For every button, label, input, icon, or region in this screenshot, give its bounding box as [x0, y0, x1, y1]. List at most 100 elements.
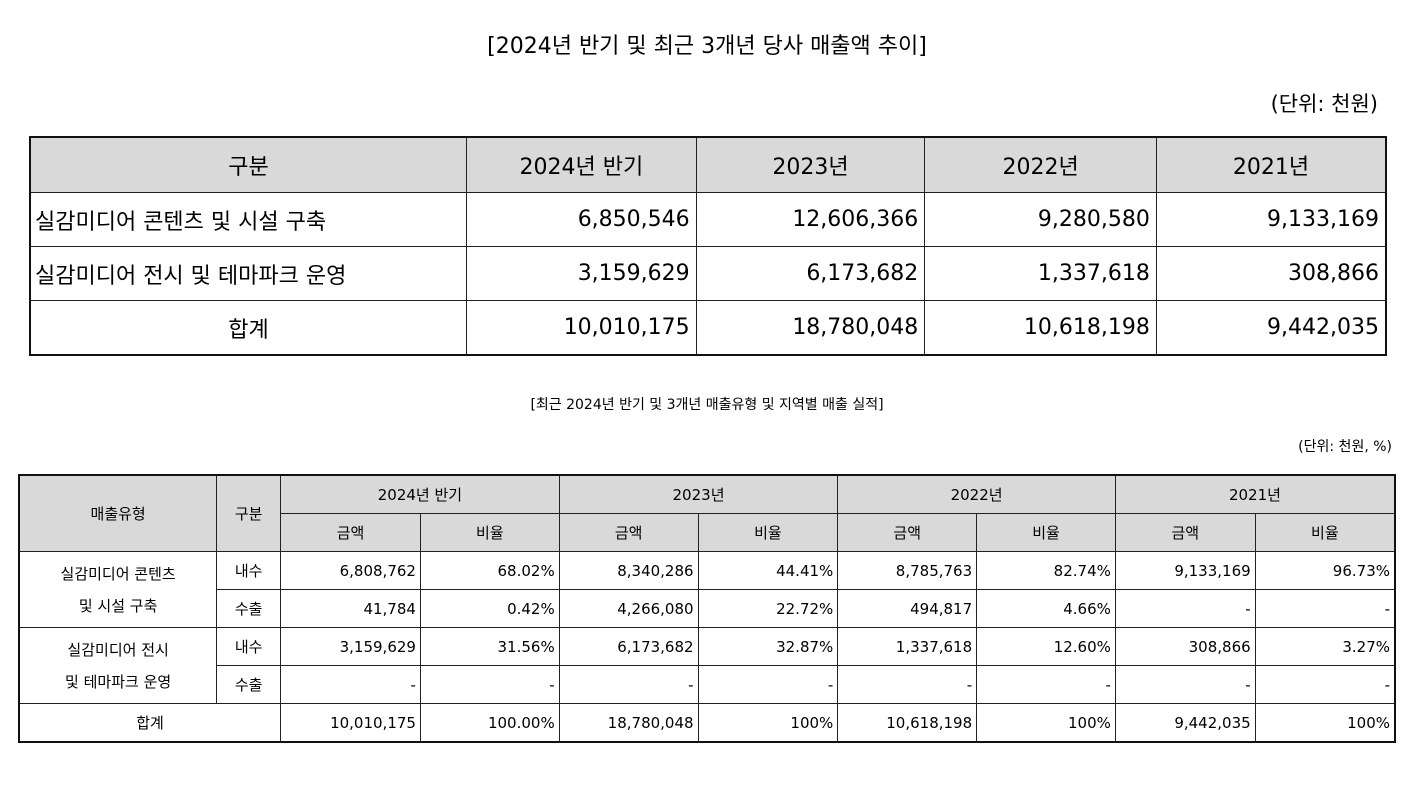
row-label: 실감미디어 전시 및 테마파크 운영 [29, 246, 468, 301]
amount-header: 금액 [280, 513, 421, 552]
table-cell: - [837, 665, 978, 704]
amount-header: 금액 [1114, 513, 1256, 552]
table-cell: - [419, 665, 560, 704]
table-row: 실감미디어 콘텐츠 및 시설 구축 내수 6,808,762 68.02% 8,… [18, 551, 1396, 628]
table-row: 실감미디어 전시 및 테마파크 운영 3,159,629 6,173,682 1… [29, 246, 1387, 301]
table-cell: 4,266,080 [558, 589, 699, 628]
ratio-header: 비율 [1254, 513, 1396, 552]
table-row: 수출 - - - - - - - - [19, 665, 1396, 704]
table-cell: - [1114, 665, 1256, 704]
table-cell: 6,808,762 [280, 551, 421, 590]
division-label: 내수 [216, 551, 282, 590]
table-cell: - [1114, 589, 1256, 628]
table-cell: 100.00% [419, 703, 560, 743]
table-cell: 308,866 [1114, 627, 1256, 666]
table-cell: 3.27% [1254, 627, 1396, 666]
table-cell: 3,159,629 [466, 246, 697, 301]
table-cell: 22.72% [697, 589, 839, 628]
row-label: 실감미디어 콘텐츠 및 시설 구축 [29, 192, 468, 247]
table-cell: 8,340,286 [558, 551, 699, 590]
column-header: 매출유형 [18, 474, 218, 552]
division-label: 수출 [216, 589, 282, 628]
column-header: 2022년 [924, 136, 1157, 193]
year-header: 2023년 [558, 474, 839, 514]
year-header: 2021년 [1114, 474, 1396, 514]
table-cell: - [558, 665, 699, 704]
table-cell: 32.87% [697, 627, 839, 666]
table-cell: 12,606,366 [695, 192, 926, 247]
table-cell: 9,442,035 [1114, 703, 1256, 743]
year-header: 2022년 [837, 474, 1116, 514]
table-cell: 6,173,682 [695, 246, 926, 301]
table-row: 수출 41,784 0.42% 4,266,080 22.72% 494,817… [19, 589, 1396, 628]
table-cell: 44.41% [697, 551, 839, 590]
table-row: 실감미디어 콘텐츠 및 시설 구축 6,850,546 12,606,366 9… [29, 192, 1387, 247]
table-cell: - [976, 665, 1116, 704]
sales-type-line2: 및 시설 구축 [78, 596, 158, 615]
column-header: 구분 [216, 474, 282, 552]
year-header: 2024년 반기 [280, 474, 560, 514]
table2-unit: (단위: 천원, %) [1298, 439, 1392, 455]
table-header-row: 구분 2024년 반기 2023년 2022년 2021년 [29, 136, 1387, 193]
table-cell: 100% [1254, 703, 1396, 743]
table-cell: 68.02% [419, 551, 560, 590]
table-cell: 6,173,682 [558, 627, 699, 666]
sales-type-label: 실감미디어 전시 및 테마파크 운영 [18, 627, 218, 704]
column-header: 2023년 [695, 136, 926, 193]
table-cell: 31.56% [419, 627, 560, 666]
table-cell: 494,817 [837, 589, 978, 628]
table-cell: 8,785,763 [837, 551, 978, 590]
table-cell: 100% [697, 703, 839, 743]
table-cell: 9,442,035 [1155, 300, 1387, 356]
table-cell: 9,133,169 [1114, 551, 1256, 590]
amount-header: 금액 [837, 513, 978, 552]
table-cell: 1,337,618 [924, 246, 1157, 301]
sales-type-line1: 실감미디어 전시 [67, 640, 169, 659]
sales-by-type-region-table: 매출유형 구분 2024년 반기 2023년 2022년 2021년 금액 비율… [18, 474, 1396, 743]
sales-type-line2: 및 테마파크 운영 [65, 672, 172, 691]
table-cell: 100% [976, 703, 1116, 743]
total-label: 합계 [29, 300, 468, 356]
table-cell: 9,280,580 [924, 192, 1157, 247]
table-cell: 82.74% [976, 551, 1116, 590]
table-cell: - [1254, 665, 1396, 704]
division-label: 수출 [216, 665, 282, 704]
table-cell: 10,618,198 [924, 300, 1157, 356]
total-label: 합계 [18, 703, 282, 743]
column-header: 구분 [29, 136, 468, 193]
table1-title: [2024년 반기 및 최근 3개년 당사 매출액 추이] [487, 34, 927, 59]
table-cell: 3,159,629 [280, 627, 421, 666]
table-cell: 18,780,048 [695, 300, 926, 356]
table-header-row: 매출유형 구분 2024년 반기 2023년 2022년 2021년 [18, 474, 1396, 552]
table-row: 실감미디어 전시 및 테마파크 운영 내수 3,159,629 31.56% 6… [18, 627, 1396, 704]
revenue-trend-table: 구분 2024년 반기 2023년 2022년 2021년 실감미디어 콘텐츠 … [29, 136, 1387, 356]
table2-title: [최근 2024년 반기 및 3개년 매출유형 및 지역별 매출 실적] [530, 397, 884, 413]
column-header: 2021년 [1155, 136, 1387, 193]
table-cell: 10,010,175 [280, 703, 421, 743]
table-cell: 308,866 [1155, 246, 1387, 301]
table-cell: 12.60% [976, 627, 1116, 666]
total-row: 합계 10,010,175 100.00% 18,780,048 100% 10… [18, 703, 1396, 743]
division-label: 내수 [216, 627, 282, 666]
table-cell: - [697, 665, 839, 704]
table1-unit: (단위: 천원) [1270, 92, 1378, 116]
total-row: 합계 10,010,175 18,780,048 10,618,198 9,44… [29, 300, 1387, 356]
table-cell: 41,784 [280, 589, 421, 628]
table-cell: - [280, 665, 421, 704]
table-subheader-row: 금액 비율 금액 비율 금액 비율 금액 비율 [19, 513, 1396, 552]
table-cell: 10,618,198 [837, 703, 978, 743]
ratio-header: 비율 [697, 513, 839, 552]
column-header: 2024년 반기 [466, 136, 697, 193]
sales-type-line1: 실감미디어 콘텐츠 [60, 564, 176, 583]
table-cell: 9,133,169 [1155, 192, 1387, 247]
table-cell: 96.73% [1254, 551, 1396, 590]
table-cell: 4.66% [976, 589, 1116, 628]
ratio-header: 비율 [419, 513, 560, 552]
table-cell: 18,780,048 [558, 703, 699, 743]
amount-header: 금액 [558, 513, 699, 552]
ratio-header: 비율 [976, 513, 1116, 552]
table-cell: 1,337,618 [837, 627, 978, 666]
table-cell: - [1254, 589, 1396, 628]
table-cell: 10,010,175 [466, 300, 697, 356]
table-cell: 6,850,546 [466, 192, 697, 247]
